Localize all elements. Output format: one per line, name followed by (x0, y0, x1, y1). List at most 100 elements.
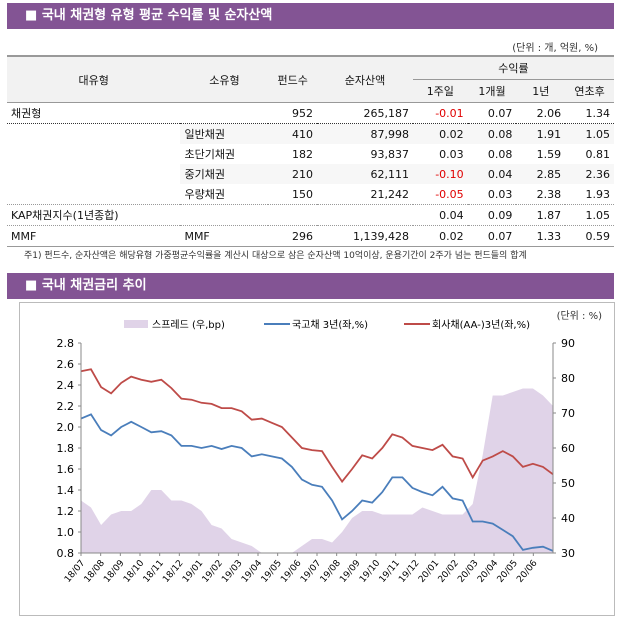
cell-m1: 0.07 (487, 229, 513, 243)
left-tick-label: 2.2 (57, 400, 75, 413)
x-tick-label: 20/02 (437, 559, 461, 585)
right-tick-label: 90 (561, 337, 575, 350)
cell-funds: 182 (291, 147, 313, 161)
cell-major (7, 124, 180, 145)
cell-aum: 265,187 (363, 106, 409, 120)
col-ytd: 연초후 (565, 79, 614, 103)
cell-y1: 1.87 (536, 208, 562, 222)
gov-3y-line (80, 413, 554, 552)
spread-area (81, 388, 553, 553)
cell-major (7, 164, 180, 184)
legend-spread-swatch (124, 320, 148, 328)
cell-minor: 일반채권 (180, 123, 269, 144)
cell-ytd: 1.34 (585, 106, 611, 120)
x-tick-label: 19/01 (181, 559, 205, 585)
col-minor: 소유형 (180, 56, 269, 103)
col-1m: 1개월 (467, 79, 517, 103)
table-row: 중기채권 210 62,111 -0.10 0.04 2.85 2.36 (7, 164, 614, 184)
right-tick-label: 60 (561, 442, 575, 455)
section-header-rates: ■ 국내 채권금리 추이 (7, 273, 614, 299)
x-tick-label: 20/04 (476, 558, 501, 585)
cell-y1: 1.91 (516, 123, 566, 144)
x-tick-label: 18/10 (122, 558, 147, 585)
footnote: 주1) 펀드수, 순자산액은 해당유형 가중평균수익률을 계산시 대상으로 삼은… (24, 251, 527, 261)
cell-m1: 0.09 (487, 208, 513, 222)
x-tick-label: 18/07 (63, 559, 87, 585)
col-aum: 순자산액 (316, 56, 413, 103)
cell-m1: 0.07 (487, 106, 513, 120)
cell-m1: 0.03 (487, 187, 513, 201)
x-tick-label: 19/04 (240, 558, 265, 585)
table-row: 일반채권 410 87,998 0.02 0.08 1.91 1.05 (7, 123, 614, 145)
left-tick-label: 2.0 (57, 421, 75, 434)
cell-y1: 2.38 (536, 187, 562, 201)
cell-y1: 2.85 (516, 164, 566, 184)
cell-y1: 1.33 (536, 229, 562, 243)
cell-funds (268, 205, 317, 226)
cell-funds: 952 (291, 106, 313, 120)
cell-w1: 0.02 (412, 123, 468, 144)
rates-chart: 0.8 1.0 1.2 1.4 1.6 1.8 2.0 2.2 2.4 2.6 2.8 30 40 50 6… (57, 319, 576, 585)
cell-aum: 62,111 (316, 164, 413, 184)
x-tick-label: 19/09 (338, 558, 363, 585)
section-title: 국내 채권금리 추이 (41, 278, 147, 293)
cell-aum: 21,242 (370, 187, 409, 201)
left-tick-label: 1.4 (57, 484, 75, 497)
left-tick-label: 1.6 (57, 463, 75, 476)
left-tick-label: 1.0 (57, 526, 75, 539)
x-tick-label: 19/12 (397, 559, 421, 585)
legend-gov-label: 국고채 3년(좌,%) (292, 319, 368, 331)
right-tick-label: 50 (561, 477, 575, 490)
table-row: 채권형 952 265,187 -0.01 0.07 2.06 1.34 (7, 103, 614, 124)
cell-aum: 93,837 (370, 147, 409, 161)
cell-funds: 210 (268, 164, 317, 184)
cell-aum: 87,998 (316, 123, 413, 144)
cell-w1: 0.02 (439, 229, 464, 243)
cell-minor (180, 103, 268, 124)
cell-w1: 0.03 (439, 147, 464, 161)
cell-y1: 2.06 (536, 106, 562, 120)
x-tick-label: 19/11 (378, 559, 402, 585)
left-tick-label: 1.2 (57, 505, 75, 518)
x-tick-label: 18/12 (161, 559, 185, 585)
cell-major: 채권형 (11, 107, 42, 120)
col-1w: 1주일 (412, 79, 468, 103)
cell-aum (317, 205, 413, 226)
x-tick-label: 18/09 (102, 558, 127, 585)
cell-ytd: 1.93 (585, 187, 611, 201)
left-tick-label: 2.4 (57, 379, 75, 392)
x-tick-label: 19/10 (358, 558, 383, 585)
cell-ytd: 0.59 (585, 229, 611, 243)
table-row: KAP채권지수(1년종합) 0.04 0.09 1.87 1.05 (7, 205, 614, 226)
cell-funds: 150 (291, 187, 313, 201)
corp-3y-line (80, 368, 554, 484)
left-tick-label: 0.8 (57, 547, 75, 560)
left-tick-label: 2.8 (57, 337, 75, 350)
cell-major (7, 144, 180, 164)
cell-minor (180, 205, 268, 226)
x-tick-label: 19/03 (220, 559, 244, 585)
col-funds: 펀드수 (268, 56, 317, 103)
cell-ytd: 0.81 (585, 147, 611, 161)
table-row: 초단기채권 182 93,837 0.03 0.08 1.59 0.81 (7, 144, 614, 164)
cell-m1: 0.08 (467, 123, 517, 144)
table-row: MMF MMF 296 1,139,428 0.02 0.07 1.33 0.59 (7, 226, 614, 247)
cell-major: MMF (11, 229, 37, 243)
cell-major (7, 184, 180, 205)
cell-minor: 초단기채권 (184, 148, 236, 161)
legend-spread-label: 스프레드 (우,bp) (152, 319, 225, 331)
cell-minor: 중기채권 (180, 164, 269, 184)
cell-w1: -0.05 (435, 187, 464, 201)
col-returns: 수익률 (412, 56, 614, 80)
cell-m1: 0.08 (487, 147, 513, 161)
right-tick-label: 70 (561, 407, 575, 420)
x-tick-label: 19/05 (260, 559, 284, 585)
x-tick-label: 19/08 (319, 558, 344, 585)
x-tick-label: 19/06 (279, 558, 304, 585)
cell-w1: -0.10 (412, 164, 468, 184)
chart-unit-label: (단위 : %) (556, 311, 602, 322)
cell-minor: 우량채권 (184, 188, 225, 201)
cell-major: KAP채권지수(1년종합) (11, 209, 119, 222)
x-tick-label: 19/02 (201, 559, 225, 585)
